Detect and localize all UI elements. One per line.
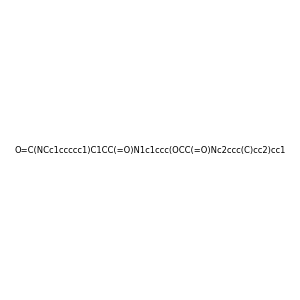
Text: O=C(NCc1ccccc1)C1CC(=O)N1c1ccc(OCC(=O)Nc2ccc(C)cc2)cc1: O=C(NCc1ccccc1)C1CC(=O)N1c1ccc(OCC(=O)Nc… [14,146,286,154]
